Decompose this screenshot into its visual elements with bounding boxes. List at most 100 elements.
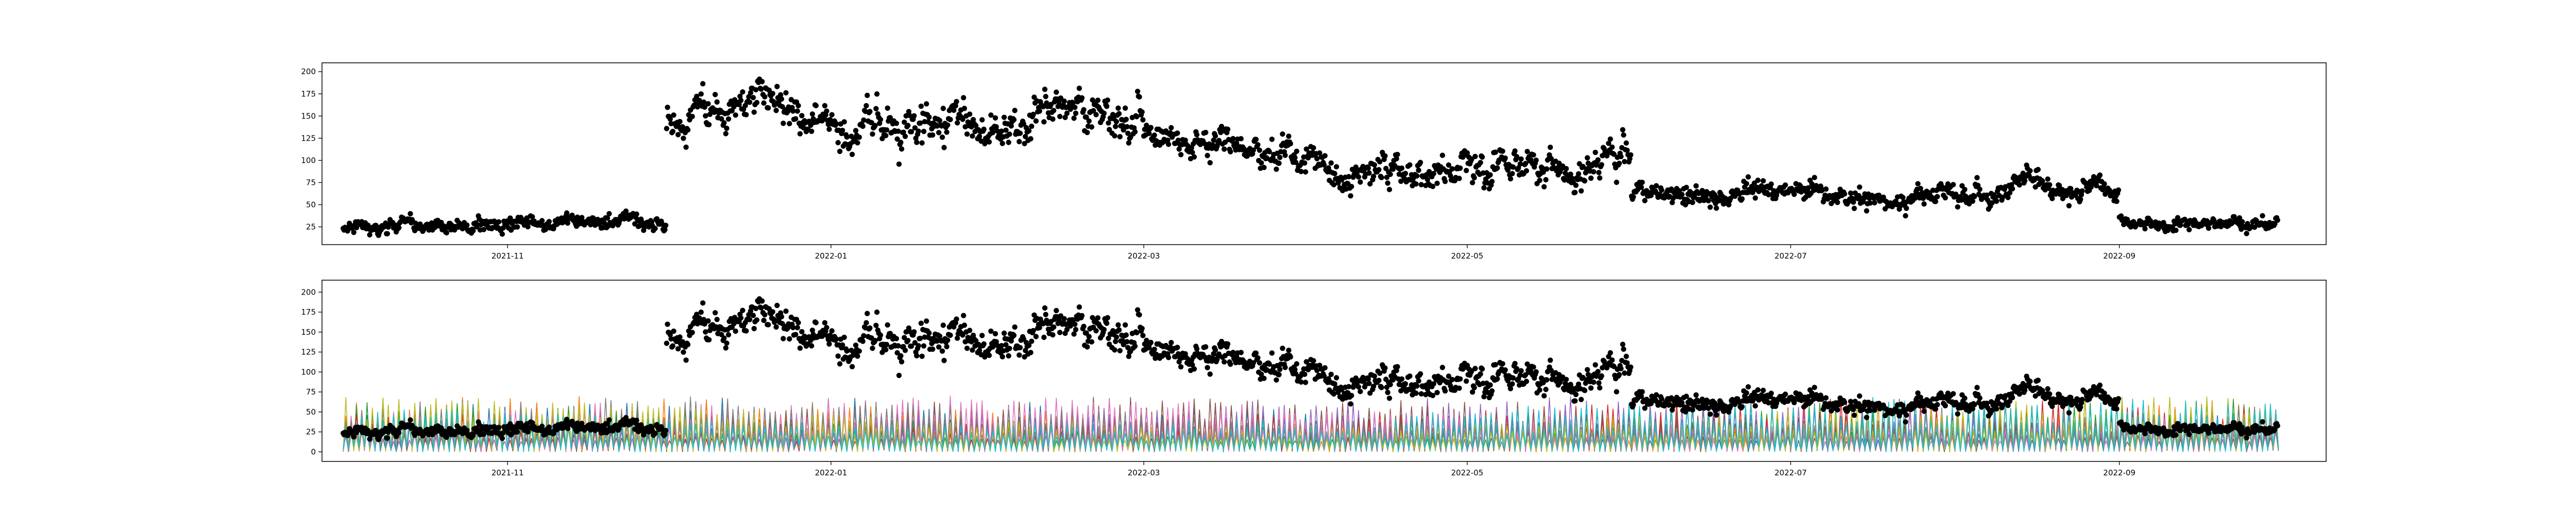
scatter-point [939,348,945,354]
y-tick-label: 100 [301,156,316,165]
scatter-point [2049,196,2055,201]
scatter-point [665,321,670,327]
scatter-point [961,106,968,111]
scatter-point [1205,365,1210,370]
scatter-point [1386,396,1393,401]
scatter-point [1955,204,1960,210]
scatter-point [384,231,391,236]
scatter-point [1211,138,1216,143]
scatter-point [894,136,900,142]
scatter-point [970,133,975,139]
scatter-point [2186,227,2192,233]
scatter-point [702,321,707,327]
scatter-point [1472,366,1478,371]
scatter-point [1331,391,1337,397]
scatter-point [1379,175,1384,180]
scatter-point [867,109,873,114]
scatter-point [1705,198,1711,203]
scatter-point [795,320,801,325]
scatter-point [1471,385,1477,390]
y-tick-label: 125 [301,348,316,357]
scatter-point [1050,116,1056,122]
scatter-point [1266,149,1272,154]
scatter-point [698,91,704,97]
scatter-point [1168,125,1174,131]
scatter-point [1225,341,1231,347]
scatter-point [1302,160,1308,166]
scatter-point [1439,152,1445,158]
scatter-point [860,124,866,129]
scatter-point [926,330,932,336]
scatter-point [444,230,449,236]
chart-bottom-lines-scatter: 0 25 50 75 100 125 150 175 200 2021-11 2022-01 2022… [301,280,2327,477]
scatter-point [539,218,545,224]
scatter-point [1517,372,1523,378]
y-tick-label: 150 [301,328,316,337]
scatter-point [992,115,998,121]
scatter-point [1912,195,1918,201]
scatter-point [1755,387,1761,393]
scatter-point [774,83,780,90]
scatter-point [564,210,570,216]
scatter-point [905,123,911,128]
scatter-point [1739,196,1745,202]
scatter-point [976,133,982,140]
scatter-point [1017,345,1023,351]
scatter-point [916,343,921,349]
y-tick-label: 150 [301,111,316,121]
scatter-point [1178,364,1184,370]
scatter-point [2005,195,2011,200]
scatter-point [907,113,912,118]
scatter-point [1106,120,1111,126]
scatter-point [1086,334,1092,339]
scatter-point [919,353,925,359]
scatter-point [707,111,713,117]
scatter-point [1805,185,1811,191]
scatter-point [1464,150,1470,156]
scatter-point [1962,396,1968,401]
scatter-point [2260,213,2265,219]
scatter-point [1607,350,1613,356]
scatter-point [822,320,828,325]
scatter-point [1848,399,1854,404]
scatter-point [797,345,803,351]
y-tick-label: 200 [301,67,316,76]
scatter-point [914,140,920,145]
scatter-point [799,329,805,335]
scatter-point [2239,219,2245,225]
scatter-point [2114,406,2120,412]
scatter-point [2049,403,2055,409]
scatter-point [1346,174,1352,180]
scatter-point [770,91,775,96]
scatter-point [1500,148,1505,154]
scatter-point [1592,149,1598,156]
scatter-point [1042,87,1048,92]
scatter-point [351,230,357,235]
scatter-point [1705,405,1711,411]
scatter-point [939,134,945,140]
scatter-point [1332,381,1337,387]
scatter-point [951,107,957,113]
scatter-point [1125,130,1131,136]
scatter-point [1595,157,1601,163]
scatter-point [921,343,927,349]
scatter-point [754,100,760,106]
scatter-point [937,333,943,339]
scatter-point [896,161,902,167]
scatter-point [2022,178,2028,184]
scatter-point [1218,124,1225,129]
scatter-point [481,432,487,437]
scatter-point [1165,138,1171,143]
scatter-point [778,96,785,102]
scatter-point [1563,376,1569,382]
scatter-point [895,343,901,349]
scatter-point [1848,190,1854,196]
x-tick-label: 2022-01 [815,468,848,477]
scatter-point [606,211,612,217]
scatter-point [2016,391,2022,397]
scatter-point [1679,400,1685,406]
scatter-point [748,90,754,96]
scatter-point [1622,370,1628,376]
scatter-point [1743,181,1750,186]
scatter-point [912,340,918,346]
